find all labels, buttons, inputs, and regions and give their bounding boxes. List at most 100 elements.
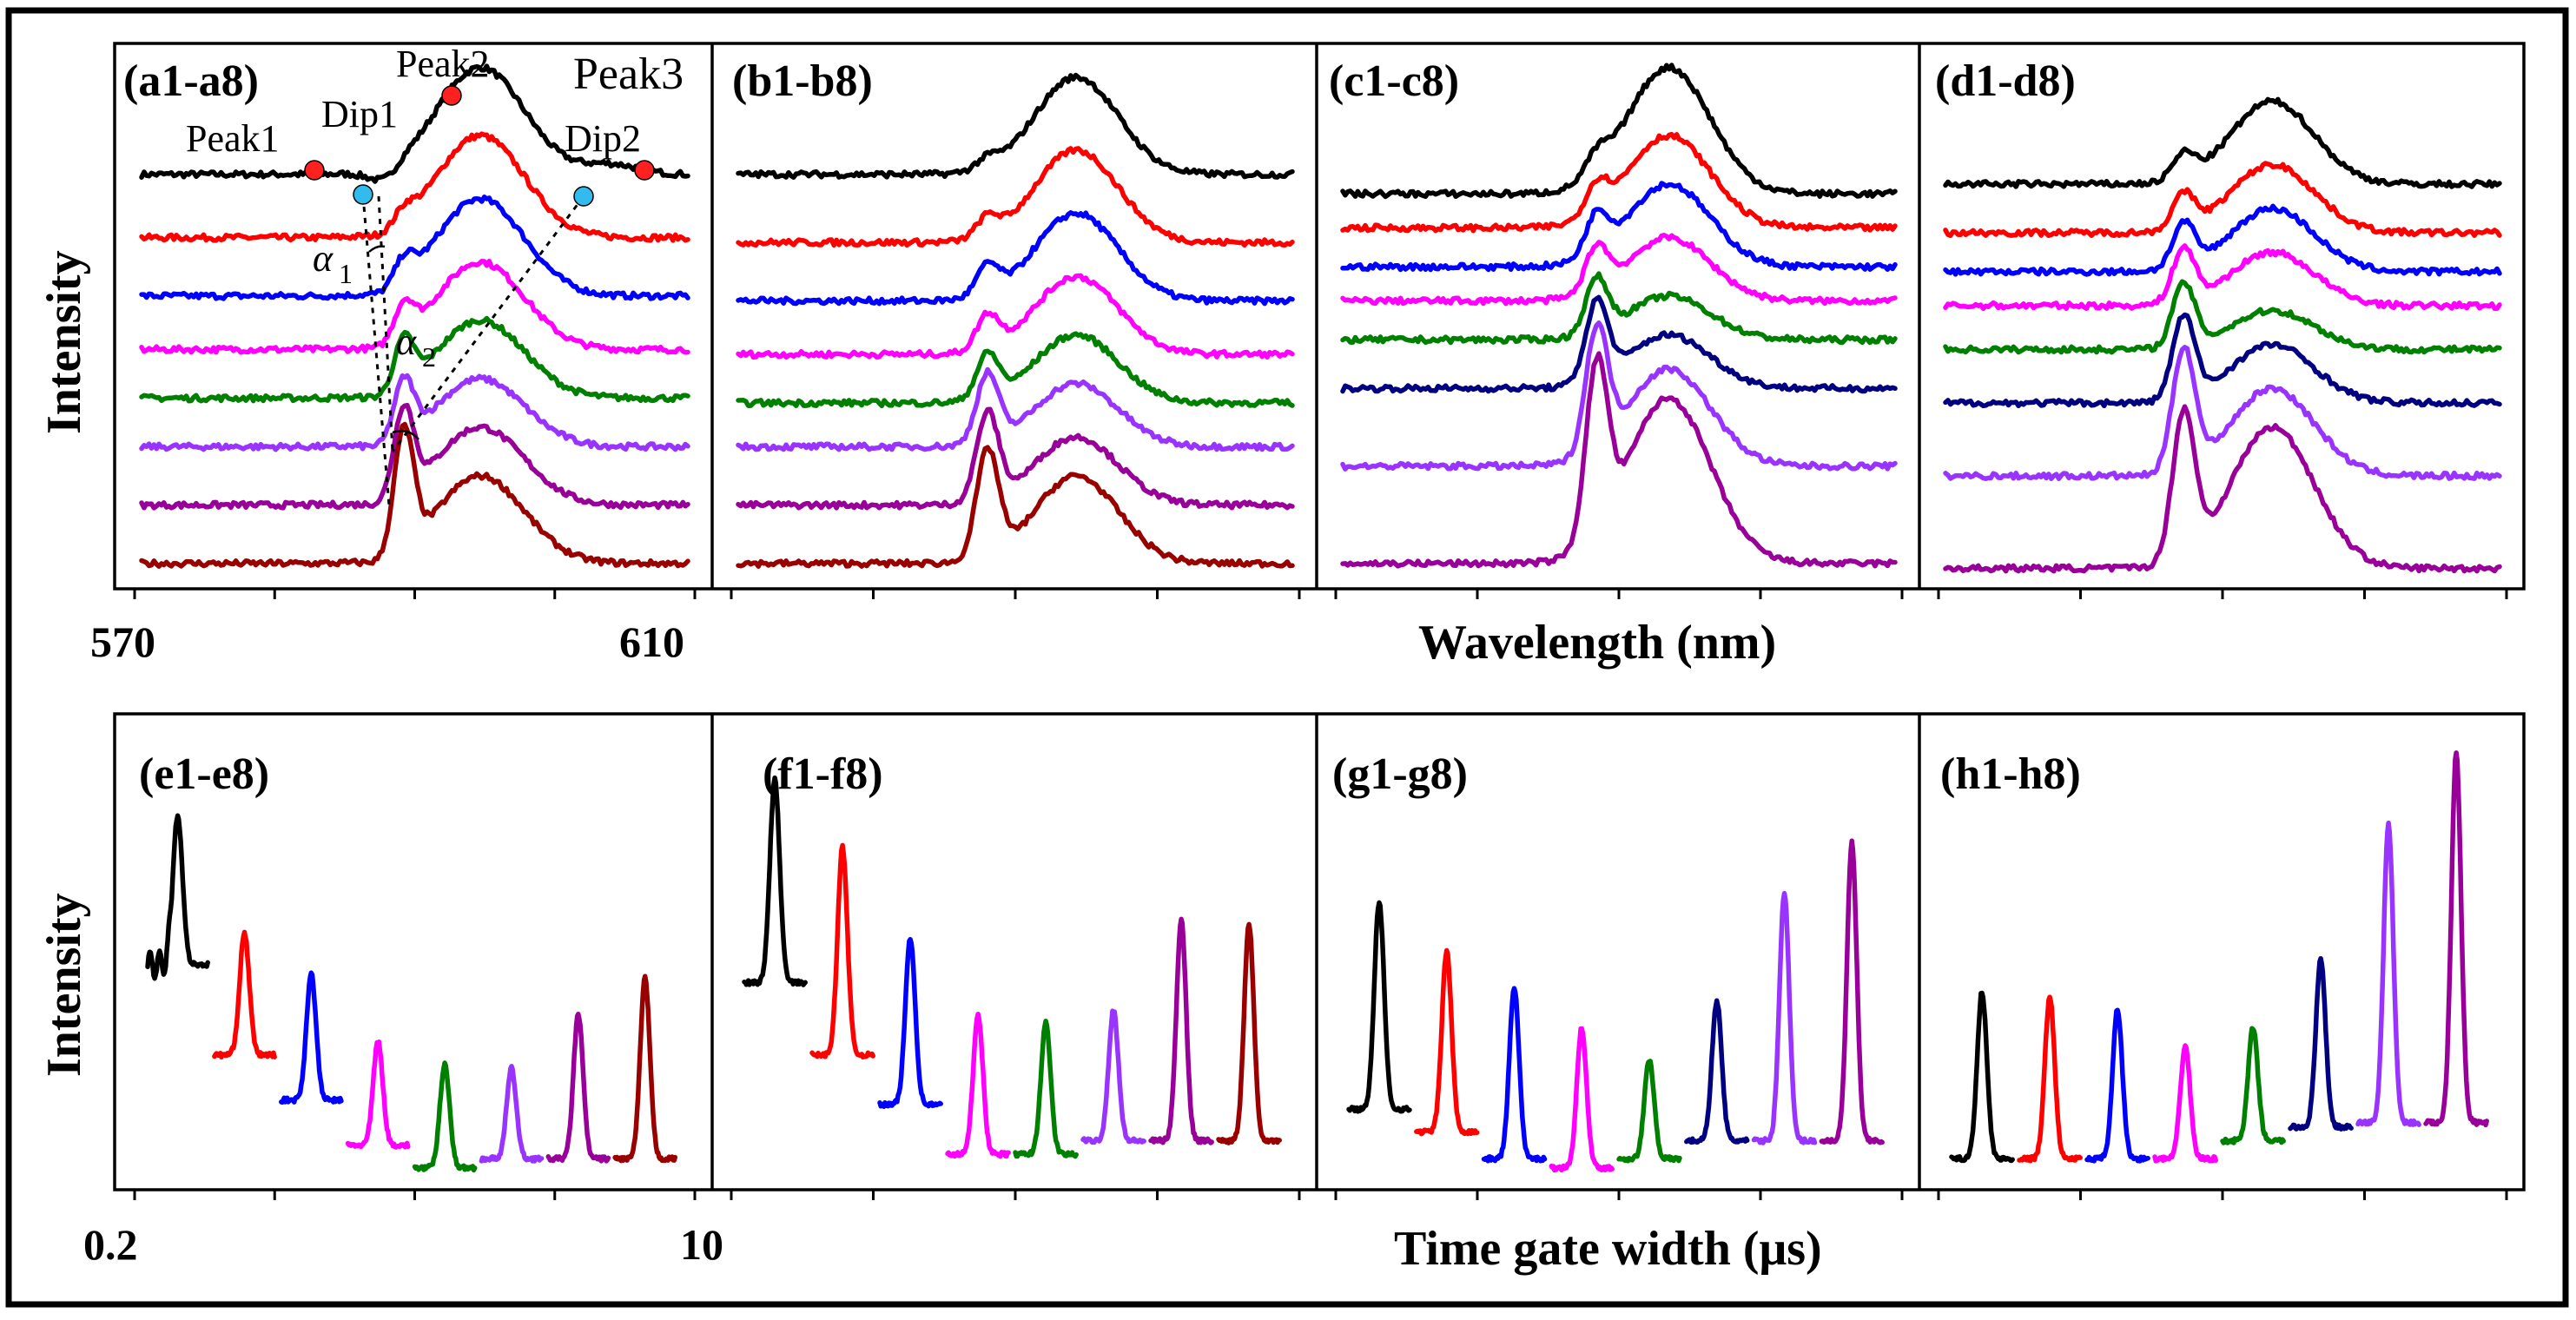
- pulse-trace-g1: [1346, 900, 1412, 1114]
- gate-axis-ticks: [133, 1190, 2508, 1200]
- alpha2-label: α: [396, 320, 417, 363]
- pulse-trace-e6: [479, 1064, 545, 1164]
- spectrum-trace-c2: [1340, 131, 1898, 234]
- panel-label-b: (b1-b8): [732, 56, 873, 106]
- pulse-trace-f7: [1148, 916, 1214, 1145]
- pulse-trace-h3: [2084, 1007, 2150, 1164]
- spectrum-trace-a4: [139, 258, 690, 355]
- wavelength-traces: [139, 63, 2502, 574]
- pulse-trace-f8: [1216, 921, 1282, 1145]
- panel-label-f: (f1-f8): [763, 749, 883, 799]
- panel-label-h: (h1-h8): [1940, 749, 2081, 799]
- panel-label-g: (g1-g8): [1332, 749, 1468, 799]
- pulse-trace-h4: [2152, 1043, 2218, 1164]
- spectrum-trace-c4: [1340, 233, 1898, 307]
- panel-label-a: (a1-a8): [123, 56, 259, 106]
- x-tick-610: 610: [619, 617, 684, 666]
- spectrum-trace-b3: [736, 210, 1295, 307]
- pulse-trace-g8: [1819, 838, 1885, 1145]
- spectrum-trace-c6: [1340, 294, 1898, 394]
- dip2-label: Dip2: [565, 117, 641, 160]
- spectrum-trace-b5: [736, 331, 1295, 409]
- alpha1-guide-right: [377, 195, 394, 452]
- top-intensity-label: Intensity: [37, 250, 91, 434]
- pulse-trace-f3: [877, 936, 943, 1109]
- spectrum-trace-a5: [139, 315, 690, 404]
- outer-frame: [5, 7, 2569, 1308]
- pulse-trace-g5: [1616, 1059, 1682, 1164]
- wavelength-axis-ticks: [133, 589, 2508, 599]
- spectrum-trace-d6: [1943, 312, 2502, 409]
- peak2-label: Peak2: [396, 43, 490, 85]
- panel-label-c: (c1-c8): [1329, 56, 1459, 106]
- time-gate-axis-title: Time gate width (μs): [1394, 1222, 1822, 1276]
- gate-width-row: (e1-e8) (f1-f8) (g1-g8) (h1-h8) 0.2 10 T…: [37, 712, 2526, 1276]
- pulse-trace-g3: [1481, 986, 1548, 1164]
- pulse-trace-f1: [742, 775, 808, 987]
- peak3-marker: [634, 160, 655, 181]
- pulse-trace-e4: [345, 1039, 411, 1150]
- wavelength-plot-frame: [113, 42, 2526, 591]
- pulse-trace-h8: [2423, 750, 2489, 1128]
- pulse-trace-g2: [1414, 947, 1480, 1137]
- pulse-trace-f4: [945, 1011, 1011, 1159]
- bottom-intensity-label: Intensity: [37, 893, 91, 1077]
- spectrum-trace-d5: [1943, 279, 2502, 355]
- pulse-trace-h5: [2220, 1026, 2286, 1145]
- spectrum-trace-d4: [1943, 243, 2502, 312]
- spectrum-trace-a3: [139, 195, 690, 301]
- spectrum-trace-b8: [736, 445, 1295, 569]
- spectrum-trace-c3: [1340, 181, 1898, 273]
- pulse-trace-g7: [1751, 890, 1818, 1145]
- panel-label-e: (e1-e8): [139, 749, 269, 799]
- spectrum-trace-d8: [1943, 404, 2502, 574]
- spectrum-trace-b6: [736, 366, 1295, 452]
- spectrum-trace-c8: [1340, 351, 1898, 569]
- spectrum-trace-a7: [139, 402, 690, 511]
- spectrum-trace-a8: [139, 421, 690, 569]
- spectrum-trace-d7: [1943, 345, 2502, 481]
- pulse-trace-e2: [212, 929, 277, 1060]
- panel-label-d: (d1-d8): [1935, 56, 2076, 106]
- alpha1-label: α: [313, 237, 334, 280]
- spectrum-trace-d1: [1943, 96, 2502, 189]
- alpha2-subscript: 2: [422, 341, 436, 373]
- peak1-label: Peak1: [186, 117, 280, 160]
- spectrum-trace-c5: [1340, 271, 1898, 346]
- alpha2-guide: [391, 195, 585, 452]
- spectrum-trace-b2: [736, 146, 1295, 248]
- pulse-trace-f2: [809, 842, 875, 1059]
- alpha1-subscript: 1: [339, 258, 353, 289]
- pulse-trace-e8: [612, 974, 678, 1164]
- spectrum-trace-b1: [736, 72, 1295, 180]
- peak1-marker: [304, 160, 325, 181]
- pulse-trace-f5: [1013, 1019, 1079, 1159]
- peak3-label: Peak3: [573, 50, 684, 99]
- x-tick-10: 10: [680, 1220, 723, 1269]
- peak2-marker: [441, 85, 462, 106]
- spectrum-trace-c7: [1340, 320, 1898, 472]
- wavelength-axis-title: Wavelength (nm): [1418, 616, 1776, 670]
- alpha2-arc: [392, 430, 419, 440]
- pulse-trace-e5: [412, 1060, 478, 1173]
- pulse-trace-e7: [545, 1011, 611, 1164]
- spectrum-trace-a1: [139, 63, 690, 184]
- pulse-trace-h1: [1949, 990, 2015, 1164]
- spectrum-trace-d3: [1943, 203, 2502, 277]
- pulse-trace-e3: [279, 970, 344, 1106]
- x-tick-570: 570: [90, 617, 155, 666]
- gate-plot-frame: [113, 712, 2526, 1191]
- gate-traces: [145, 750, 2489, 1173]
- panel-a-annotations: Peak1 Dip1 Peak2 Peak3 Dip2 α 1 α 2: [186, 43, 684, 506]
- pulse-trace-g6: [1684, 998, 1750, 1145]
- spectrum-trace-d2: [1943, 161, 2502, 239]
- spectrum-trace-a2: [139, 131, 690, 243]
- dip1-marker: [353, 184, 373, 205]
- pulse-trace-h7: [2355, 820, 2421, 1127]
- spectrum-trace-b4: [736, 273, 1295, 360]
- spectrum-trace-c1: [1340, 63, 1898, 200]
- alpha1-arc: [368, 245, 386, 253]
- dip2-marker: [573, 186, 594, 207]
- pulse-trace-f6: [1080, 1008, 1146, 1145]
